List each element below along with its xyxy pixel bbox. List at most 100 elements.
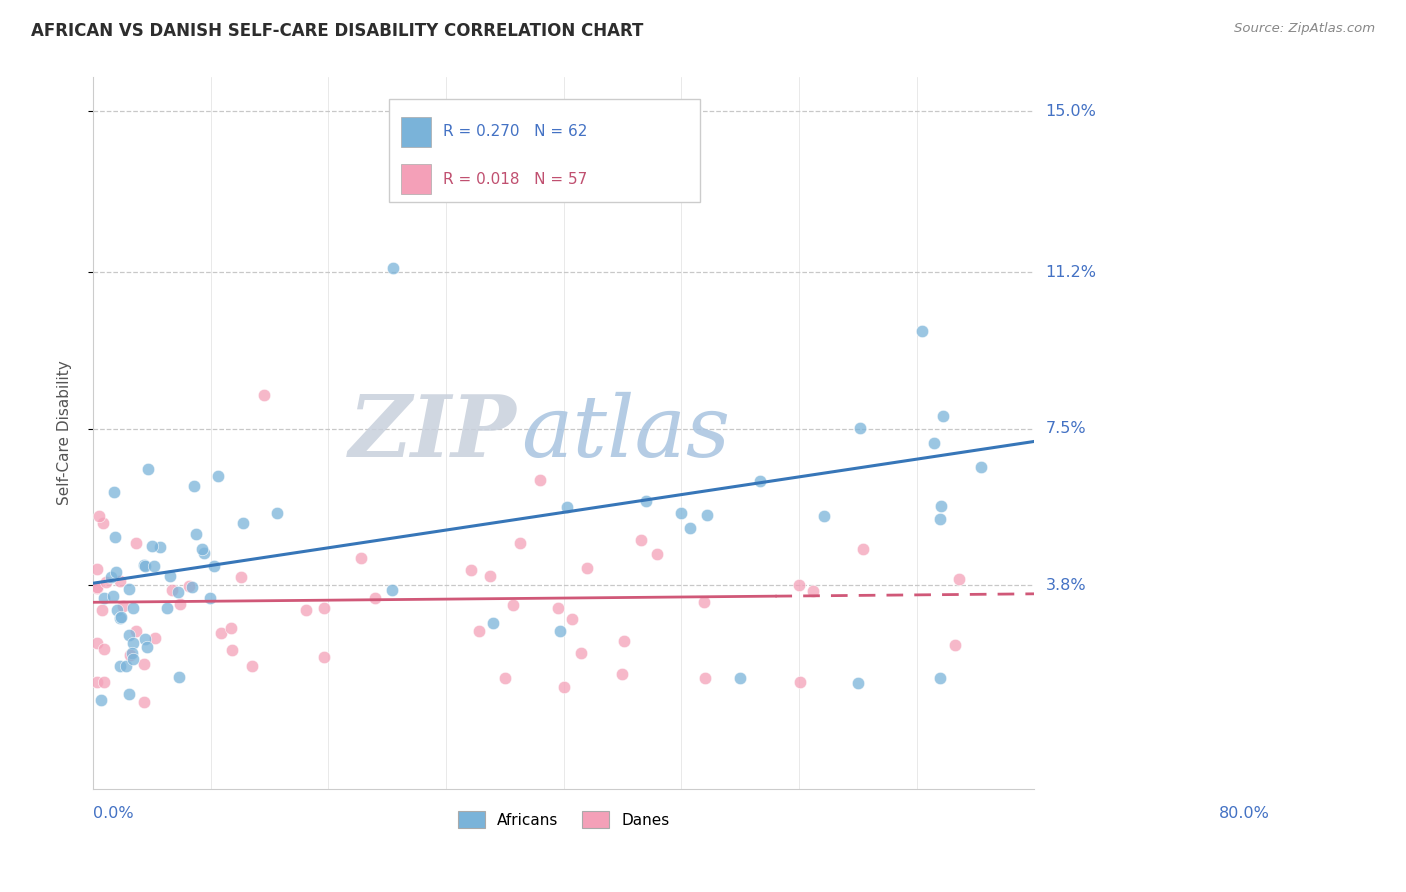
Point	[529, 473, 551, 487]
FancyBboxPatch shape	[389, 99, 700, 202]
Point	[93, 641, 115, 656]
Point	[948, 572, 970, 586]
Point	[576, 561, 599, 575]
Point	[846, 675, 869, 690]
Point	[125, 535, 148, 549]
Point	[252, 388, 274, 402]
Point	[929, 672, 952, 686]
Point	[612, 667, 634, 681]
Point	[142, 559, 165, 574]
Point	[929, 512, 952, 526]
Point	[801, 583, 824, 598]
Point	[852, 541, 875, 556]
Point	[314, 601, 336, 615]
Point	[929, 499, 952, 513]
Text: 7.5%: 7.5%	[1045, 421, 1085, 436]
Text: Source: ZipAtlas.com: Source: ZipAtlas.com	[1234, 22, 1375, 36]
Point	[93, 591, 115, 605]
Point	[363, 591, 385, 606]
Point	[209, 626, 232, 640]
Point	[100, 569, 122, 583]
Point	[202, 559, 225, 574]
Point	[382, 260, 405, 275]
Point	[350, 551, 373, 566]
Point	[266, 507, 288, 521]
Point	[115, 658, 138, 673]
Point	[221, 643, 243, 657]
Point	[693, 595, 716, 609]
Point	[183, 479, 205, 493]
Point	[143, 632, 166, 646]
FancyBboxPatch shape	[401, 117, 430, 146]
Point	[181, 580, 204, 594]
Text: R = 0.018   N = 57: R = 0.018 N = 57	[443, 171, 588, 186]
Point	[134, 632, 156, 646]
Text: R = 0.270   N = 62: R = 0.270 N = 62	[443, 124, 588, 139]
Point	[191, 542, 214, 557]
Point	[136, 461, 159, 475]
Point	[134, 559, 156, 574]
Point	[970, 459, 993, 474]
Point	[679, 521, 702, 535]
Point	[943, 639, 966, 653]
Point	[634, 493, 657, 508]
Point	[553, 680, 575, 694]
Point	[105, 566, 128, 580]
Text: ZIP: ZIP	[349, 392, 516, 475]
Point	[110, 610, 132, 624]
Point	[177, 579, 200, 593]
Point	[122, 601, 145, 615]
Point	[132, 657, 155, 671]
Point	[789, 675, 811, 690]
Point	[120, 648, 142, 662]
Point	[86, 675, 108, 690]
Point	[671, 507, 693, 521]
Point	[696, 508, 718, 522]
Point	[789, 577, 811, 591]
Point	[229, 570, 252, 584]
Point	[118, 628, 141, 642]
Point	[198, 591, 221, 606]
Point	[96, 574, 118, 589]
Point	[922, 436, 945, 450]
Point	[494, 672, 516, 686]
Point	[184, 527, 207, 541]
Point	[103, 485, 125, 500]
Point	[108, 574, 131, 589]
Text: 15.0%: 15.0%	[1045, 103, 1097, 119]
Point	[132, 558, 155, 572]
Point	[569, 646, 592, 660]
Point	[240, 659, 263, 673]
Point	[90, 603, 112, 617]
Point	[645, 547, 668, 561]
Point	[547, 601, 569, 615]
Point	[849, 420, 872, 434]
Point	[219, 621, 242, 635]
Point	[813, 509, 835, 524]
Text: AFRICAN VS DANISH SELF-CARE DISABILITY CORRELATION CHART: AFRICAN VS DANISH SELF-CARE DISABILITY C…	[31, 22, 644, 40]
Point	[167, 670, 190, 684]
Point	[136, 640, 159, 654]
Point	[111, 599, 134, 613]
Point	[502, 599, 524, 613]
Point	[728, 672, 751, 686]
Point	[156, 601, 179, 615]
Point	[149, 541, 172, 555]
Point	[108, 658, 131, 673]
Point	[232, 516, 254, 530]
Point	[93, 674, 115, 689]
Point	[86, 581, 108, 595]
Point	[381, 583, 404, 598]
Point	[91, 516, 114, 530]
Point	[749, 474, 772, 488]
Point	[548, 624, 571, 638]
Point	[125, 624, 148, 639]
Point	[118, 687, 141, 701]
Point	[105, 603, 128, 617]
FancyBboxPatch shape	[401, 164, 430, 194]
Text: 80.0%: 80.0%	[1219, 806, 1270, 822]
Point	[312, 649, 335, 664]
Point	[132, 695, 155, 709]
Point	[482, 615, 505, 630]
Point	[693, 672, 716, 686]
